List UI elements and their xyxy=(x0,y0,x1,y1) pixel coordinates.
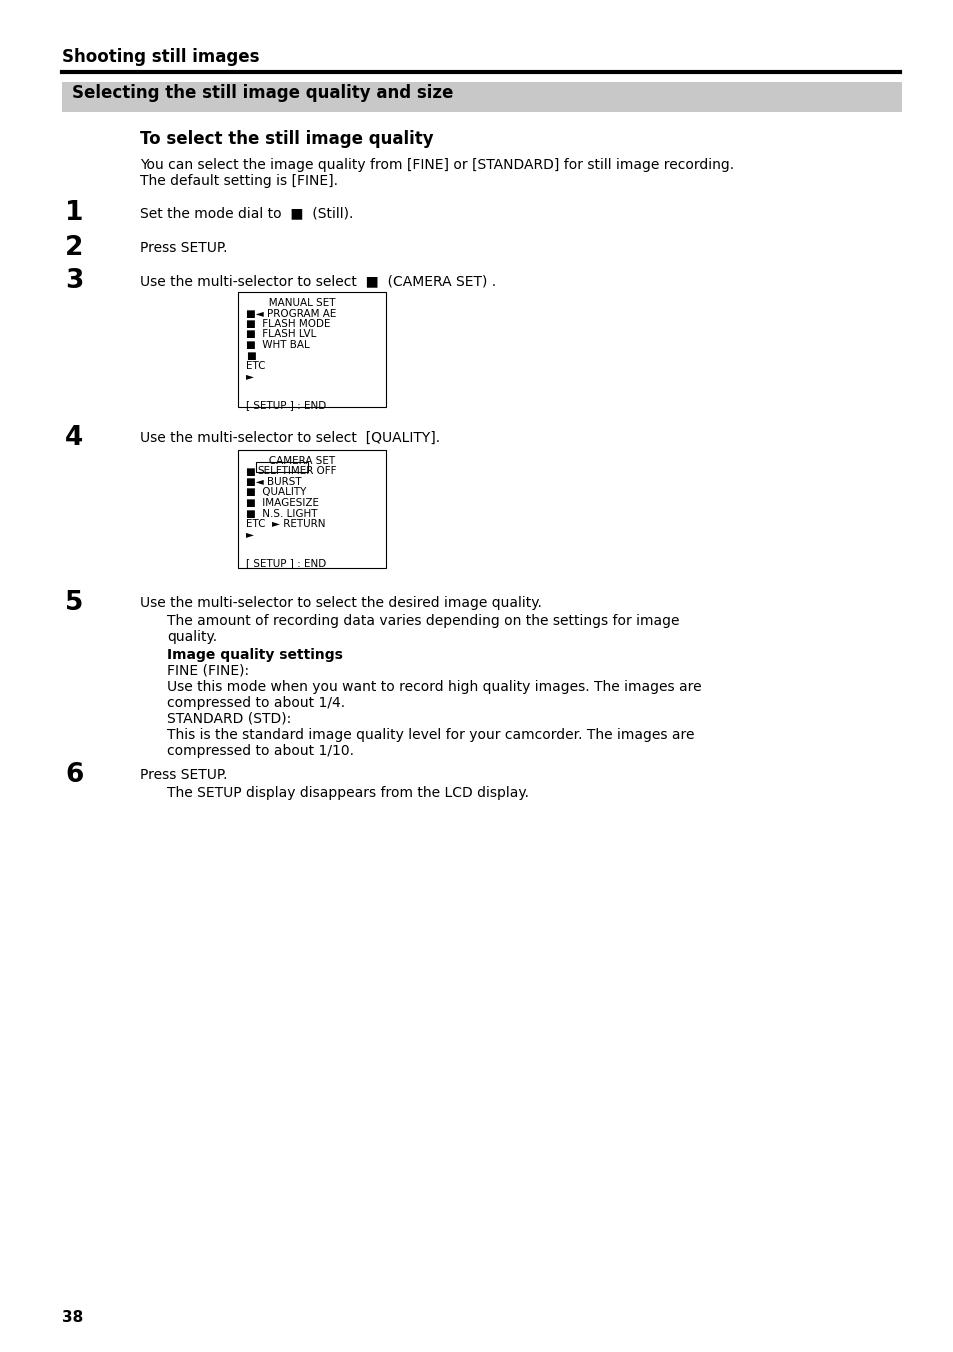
Text: Press SETUP.: Press SETUP. xyxy=(140,241,227,256)
Text: OFF: OFF xyxy=(310,466,336,476)
Text: The SETUP display disappears from the LCD display.: The SETUP display disappears from the LC… xyxy=(167,786,529,800)
Text: ■  N.S. LIGHT: ■ N.S. LIGHT xyxy=(246,508,317,519)
Text: 4: 4 xyxy=(65,425,83,452)
Text: Shooting still images: Shooting still images xyxy=(62,49,259,66)
Text: 3: 3 xyxy=(65,268,83,293)
Text: Use the multi-selector to select  [QUALITY].: Use the multi-selector to select [QUALIT… xyxy=(140,431,439,445)
Text: ■: ■ xyxy=(246,466,262,476)
Text: [ SETUP ] : END: [ SETUP ] : END xyxy=(246,400,326,411)
Text: ■◄ BURST: ■◄ BURST xyxy=(246,477,301,487)
Text: [ SETUP ] : END: [ SETUP ] : END xyxy=(246,558,326,568)
Text: ■◄ PROGRAM AE: ■◄ PROGRAM AE xyxy=(246,308,336,319)
Text: MANUAL SET: MANUAL SET xyxy=(246,297,335,308)
Text: Press SETUP.: Press SETUP. xyxy=(140,768,227,781)
Text: 2: 2 xyxy=(65,235,83,261)
Text: quality.: quality. xyxy=(167,630,217,644)
Text: Use the multi-selector to select the desired image quality.: Use the multi-selector to select the des… xyxy=(140,596,541,610)
Text: The amount of recording data varies depending on the settings for image: The amount of recording data varies depe… xyxy=(167,614,679,627)
Text: ►: ► xyxy=(246,530,253,539)
Bar xyxy=(237,292,386,407)
Bar xyxy=(255,462,308,472)
Text: FINE (FINE):: FINE (FINE): xyxy=(167,664,249,677)
Text: SELFTIMER: SELFTIMER xyxy=(256,466,313,476)
Text: 5: 5 xyxy=(65,589,83,617)
Text: 6: 6 xyxy=(65,763,83,788)
Text: STANDARD (STD):: STANDARD (STD): xyxy=(167,713,291,726)
Text: ■: ■ xyxy=(246,350,255,361)
Text: compressed to about 1/4.: compressed to about 1/4. xyxy=(167,696,345,710)
Text: 38: 38 xyxy=(62,1310,83,1325)
Bar xyxy=(237,450,386,568)
Text: compressed to about 1/10.: compressed to about 1/10. xyxy=(167,744,354,758)
Text: ■  FLASH MODE: ■ FLASH MODE xyxy=(246,319,330,329)
Text: Use this mode when you want to record high quality images. The images are: Use this mode when you want to record hi… xyxy=(167,680,700,694)
Text: CAMERA SET: CAMERA SET xyxy=(246,456,335,466)
Text: ■  IMAGESIZE: ■ IMAGESIZE xyxy=(246,498,318,508)
Text: Image quality settings: Image quality settings xyxy=(167,648,342,662)
Text: ■  WHT BAL: ■ WHT BAL xyxy=(246,339,310,350)
Text: ■  QUALITY: ■ QUALITY xyxy=(246,488,306,498)
Text: ►: ► xyxy=(246,372,253,381)
Text: ETC  ► RETURN: ETC ► RETURN xyxy=(246,519,325,529)
Text: Set the mode dial to  ■  (Still).: Set the mode dial to ■ (Still). xyxy=(140,206,353,220)
Bar xyxy=(62,82,901,112)
Text: To select the still image quality: To select the still image quality xyxy=(140,130,434,147)
Text: ETC: ETC xyxy=(246,361,265,370)
Text: Use the multi-selector to select  ■  (CAMERA SET) .: Use the multi-selector to select ■ (CAME… xyxy=(140,274,496,288)
Text: 1: 1 xyxy=(65,200,84,226)
Text: Selecting the still image quality and size: Selecting the still image quality and si… xyxy=(71,84,453,101)
Text: ■  FLASH LVL: ■ FLASH LVL xyxy=(246,330,316,339)
Text: This is the standard image quality level for your camcorder. The images are: This is the standard image quality level… xyxy=(167,727,694,742)
Text: The default setting is [FINE].: The default setting is [FINE]. xyxy=(140,174,337,188)
Text: You can select the image quality from [FINE] or [STANDARD] for still image recor: You can select the image quality from [F… xyxy=(140,158,734,172)
